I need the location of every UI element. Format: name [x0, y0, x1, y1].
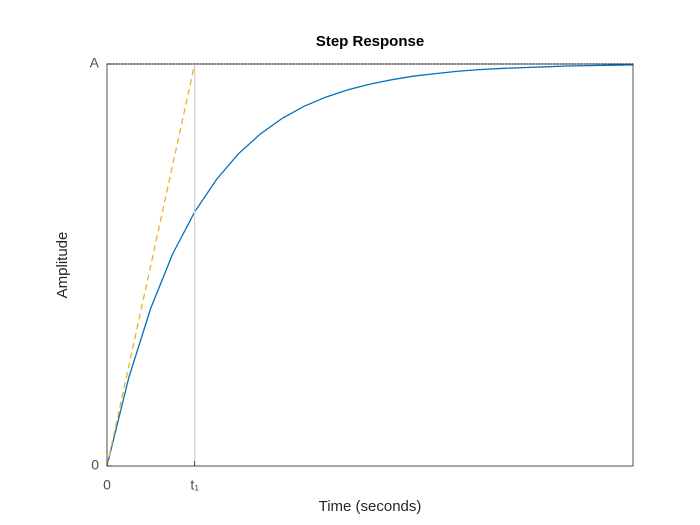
y-tick-label: A	[90, 55, 100, 71]
y-axis-label: Amplitude	[54, 232, 71, 299]
x-tick-label: t₁	[190, 477, 199, 493]
series-line	[106, 63, 196, 467]
y-tick-label: 0	[91, 457, 99, 473]
chart-title: Step Response	[316, 33, 424, 50]
x-tick-label: 0	[103, 477, 111, 493]
axes-box	[106, 63, 634, 467]
x-axis-label: Time (seconds)	[319, 498, 422, 515]
